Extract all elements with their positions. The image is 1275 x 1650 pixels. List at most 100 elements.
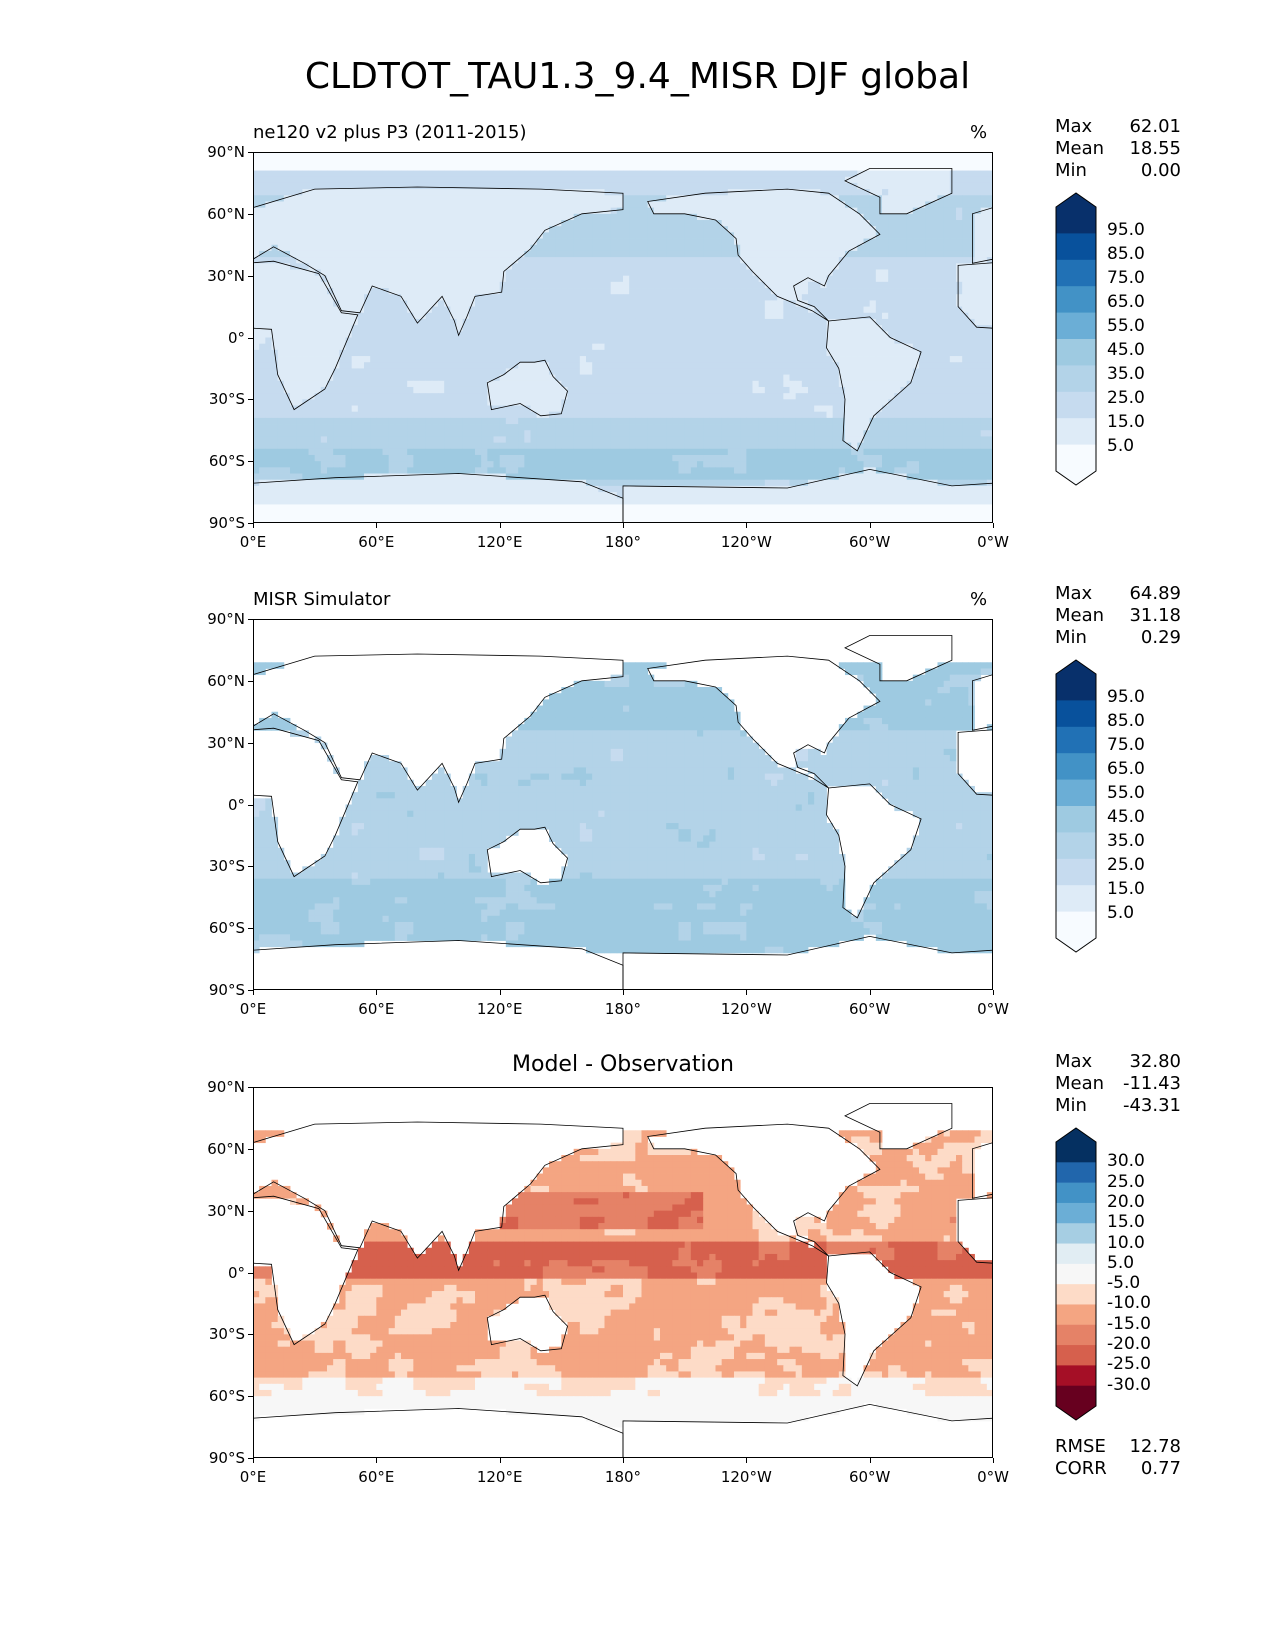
- field-cell: [604, 337, 612, 345]
- field-cell: [919, 399, 926, 406]
- field-cell: [357, 343, 365, 351]
- field-cell: [931, 269, 938, 277]
- field-cell: [345, 232, 353, 239]
- field-cell: [542, 294, 550, 301]
- field-cell: [814, 399, 821, 406]
- field-cell: [653, 393, 661, 400]
- field-cell: [771, 176, 778, 184]
- field-cell: [740, 374, 747, 382]
- field-cell: [462, 318, 470, 326]
- field-cell: [555, 281, 562, 289]
- field-cell: [265, 393, 272, 400]
- field-cell: [339, 207, 346, 215]
- field-cell: [888, 201, 895, 209]
- field-cell: [401, 405, 408, 413]
- field-cell: [869, 356, 877, 363]
- field-cell: [407, 220, 414, 227]
- field-cell: [499, 318, 507, 326]
- field-cell: [333, 269, 340, 277]
- field-cell: [382, 306, 390, 314]
- field-cell: [758, 226, 766, 233]
- field-cell: [549, 182, 556, 190]
- field-cell: [678, 294, 686, 301]
- field-cell: [734, 312, 741, 320]
- field-cell: [949, 362, 957, 369]
- field-cell: [518, 386, 525, 394]
- field-cell: [956, 331, 963, 338]
- field-cell: [456, 306, 464, 314]
- field-cell: [709, 281, 716, 289]
- field-cell: [592, 220, 599, 227]
- field-cell: [653, 312, 661, 320]
- field-cell: [610, 349, 618, 357]
- field-cell: [647, 201, 655, 209]
- field-cell: [931, 337, 938, 345]
- field-cell: [456, 170, 464, 178]
- field-cell: [604, 399, 612, 406]
- field-cell: [814, 343, 821, 351]
- field-cell: [869, 164, 877, 171]
- field-cell: [616, 312, 624, 320]
- field-cell: [542, 325, 550, 332]
- field-cell: [579, 349, 587, 357]
- field-cell: [382, 356, 390, 363]
- field-cell: [487, 226, 494, 233]
- field-cell: [555, 386, 562, 394]
- field-cell: [937, 263, 945, 270]
- field-cell: [801, 189, 809, 196]
- field-cell: [653, 343, 661, 351]
- field-cell: [530, 176, 538, 184]
- field-cell: [468, 226, 476, 233]
- field-cell: [801, 238, 809, 246]
- field-cell: [277, 343, 285, 351]
- field-cell: [949, 393, 957, 400]
- field-cell: [296, 349, 303, 357]
- field-cell: [314, 325, 322, 332]
- field-cell: [431, 368, 439, 375]
- field-cell: [888, 312, 895, 320]
- field-cell: [697, 164, 704, 171]
- field-cell: [789, 331, 797, 338]
- field-cell: [900, 288, 908, 295]
- field-cell: [271, 337, 279, 345]
- field-cell: [845, 368, 852, 375]
- field-cell: [499, 158, 507, 165]
- field-cell: [394, 281, 402, 289]
- field-cell: [283, 244, 291, 252]
- field-cell: [542, 176, 550, 184]
- field-cell: [345, 152, 353, 159]
- field-cell: [974, 263, 982, 270]
- field-cell: [277, 244, 285, 252]
- field-cell: [388, 232, 396, 239]
- field-cell: [499, 207, 507, 215]
- field-cell: [851, 331, 858, 338]
- field-cell: [746, 158, 753, 165]
- field-cell: [937, 152, 945, 159]
- field-cell: [660, 362, 667, 369]
- field-cell: [832, 399, 840, 406]
- field-cell: [579, 170, 587, 178]
- field-cell: [431, 380, 439, 388]
- field-cell: [382, 374, 390, 382]
- field-cell: [814, 213, 821, 221]
- field-cell: [481, 244, 488, 252]
- field-cell: [296, 362, 303, 369]
- field-cell: [604, 257, 612, 264]
- field-cell: [382, 207, 390, 215]
- field-cell: [376, 201, 383, 209]
- field-cell: [431, 294, 439, 301]
- field-cell: [351, 337, 359, 345]
- field-cell: [925, 318, 932, 326]
- field-cell: [974, 207, 982, 215]
- field-cell: [351, 368, 359, 375]
- field-cell: [900, 189, 908, 196]
- field-cell: [912, 325, 920, 332]
- field-cell: [567, 312, 575, 320]
- field-cell: [376, 325, 383, 332]
- field-cell: [764, 288, 772, 295]
- field-cell: [579, 226, 587, 233]
- field-cell: [703, 331, 710, 338]
- field-cell: [462, 152, 470, 159]
- field-cell: [919, 182, 926, 190]
- field-cell: [259, 195, 266, 202]
